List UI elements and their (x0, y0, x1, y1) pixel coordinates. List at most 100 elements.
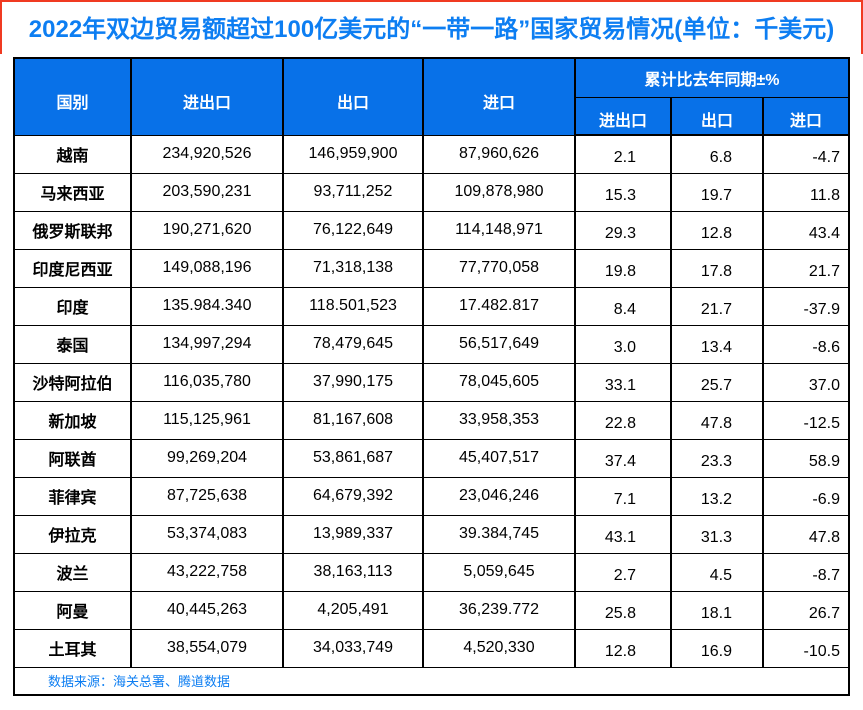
cell-import: 23,046,246 (422, 476, 576, 516)
cell-yoy-total: 33.1 (574, 362, 672, 402)
table-row: 越南 234,920,526 146,959,900 87,960,626 2.1 6.8… (13, 134, 850, 174)
cell-yoy-import: -8.6 (762, 324, 850, 364)
table-row: 阿曼 40,445,263 4,205,491 36,239.772 25.8 18.1 2… (13, 590, 850, 630)
cell-country: 土耳其 (13, 628, 132, 668)
cell-export: 38,163,113 (282, 552, 424, 592)
cell-total: 43,222,758 (130, 552, 284, 592)
cell-import: 77,770,058 (422, 248, 576, 288)
cell-total: 134,997,294 (130, 324, 284, 364)
cell-yoy-export: 19.7 (670, 172, 764, 212)
table-row: 菲律宾 87,725,638 64,679,392 23,046,246 7.1 13.2… (13, 476, 850, 516)
header-yoy-import: 进口 (762, 96, 850, 136)
cell-yoy-export: 12.8 (670, 210, 764, 250)
header-country: 国别 (13, 57, 132, 136)
cell-export: 37,990,175 (282, 362, 424, 402)
cell-yoy-total: 22.8 (574, 400, 672, 440)
cell-yoy-import: 21.7 (762, 248, 850, 288)
cell-yoy-export: 16.9 (670, 628, 764, 668)
cell-yoy-export: 18.1 (670, 590, 764, 630)
cell-yoy-total: 15.3 (574, 172, 672, 212)
cell-total: 116,035,780 (130, 362, 284, 402)
table-header: 国别 进出口 出口 进口 累计比去年同期±% 进出口 出口 进口 (13, 57, 850, 136)
cell-country: 菲律宾 (13, 476, 132, 516)
cell-export: 4,205,491 (282, 590, 424, 630)
header-total: 进出口 (130, 57, 284, 136)
cell-export: 76,122,649 (282, 210, 424, 250)
cell-country: 波兰 (13, 552, 132, 592)
cell-export: 53,861,687 (282, 438, 424, 478)
cell-yoy-import: -8.7 (762, 552, 850, 592)
red-border-right (861, 0, 863, 54)
trade-table: 国别 进出口 出口 进口 累计比去年同期±% 进出口 出口 进口 越南 234,9… (13, 57, 850, 696)
header-import: 进口 (422, 57, 576, 136)
cell-yoy-export: 23.3 (670, 438, 764, 478)
cell-export: 146,959,900 (282, 134, 424, 174)
cell-yoy-total: 29.3 (574, 210, 672, 250)
cell-export: 78,479,645 (282, 324, 424, 364)
cell-yoy-export: 47.8 (670, 400, 764, 440)
cell-yoy-import: 58.9 (762, 438, 850, 478)
cell-total: 149,088,196 (130, 248, 284, 288)
cell-total: 87,725,638 (130, 476, 284, 516)
cell-total: 234,920,526 (130, 134, 284, 174)
cell-country: 泰国 (13, 324, 132, 364)
cell-total: 99,269,204 (130, 438, 284, 478)
cell-country: 阿联酋 (13, 438, 132, 478)
cell-yoy-import: -12.5 (762, 400, 850, 440)
cell-yoy-import: -37.9 (762, 286, 850, 326)
cell-yoy-import: 11.8 (762, 172, 850, 212)
table-row: 印度 135.984.340 118.501,523 17.482.817 8.4 21.… (13, 286, 850, 326)
table-row: 波兰 43,222,758 38,163,113 5,059,645 2.7 4.5 -8.… (13, 552, 850, 592)
table-row: 土耳其 38,554,079 34,033,749 4,520,330 12.8 16.9… (13, 628, 850, 668)
cell-country: 伊拉克 (13, 514, 132, 554)
cell-import: 114,148,971 (422, 210, 576, 250)
source-note: 数据来源：海关总署、腾道数据 (13, 666, 850, 695)
cell-total: 115,125,961 (130, 400, 284, 440)
cell-import: 17.482.817 (422, 286, 576, 326)
cell-export: 34,033,749 (282, 628, 424, 668)
cell-country: 越南 (13, 134, 132, 174)
cell-import: 45,407,517 (422, 438, 576, 478)
cell-yoy-total: 8.4 (574, 286, 672, 326)
header-row-2: 进出口 出口 进口 (14, 96, 850, 136)
cell-import: 5,059,645 (422, 552, 576, 592)
cell-yoy-import: 43.4 (762, 210, 850, 250)
cell-export: 93,711,252 (282, 172, 424, 212)
table-body: 越南 234,920,526 146,959,900 87,960,626 2.1 6.8… (13, 134, 850, 668)
cell-total: 53,374,083 (130, 514, 284, 554)
cell-export: 118.501,523 (282, 286, 424, 326)
trade-table-container: 国别 进出口 出口 进口 累计比去年同期±% 进出口 出口 进口 越南 234,9… (13, 57, 850, 696)
cell-export: 81,167,608 (282, 400, 424, 440)
cell-yoy-export: 6.8 (670, 134, 764, 174)
cell-export: 71,318,138 (282, 248, 424, 288)
table-row: 俄罗斯联邦 190,271,620 76,122,649 114,148,971 29.… (13, 210, 850, 250)
cell-total: 38,554,079 (130, 628, 284, 668)
header-export: 出口 (282, 57, 424, 136)
cell-country: 印度 (13, 286, 132, 326)
cell-yoy-total: 3.0 (574, 324, 672, 364)
cell-yoy-import: 37.0 (762, 362, 850, 402)
cell-yoy-export: 4.5 (670, 552, 764, 592)
header-row-1: 国别 进出口 出口 进口 累计比去年同期±% (13, 57, 850, 136)
cell-yoy-export: 21.7 (670, 286, 764, 326)
cell-yoy-import: 47.8 (762, 514, 850, 554)
cell-import: 109,878,980 (422, 172, 576, 212)
cell-yoy-import: -6.9 (762, 476, 850, 516)
table-row: 沙特阿拉伯 116,035,780 37,990,175 78,045,605 33.1… (13, 362, 850, 402)
table-row: 泰国 134,997,294 78,479,645 56,517,649 3.0 13.4… (13, 324, 850, 364)
cell-yoy-export: 13.2 (670, 476, 764, 516)
table-row: 新加坡 115,125,961 81,167,608 33,958,353 22.8 47… (13, 400, 850, 440)
source-row: 数据来源：海关总署、腾道数据 (13, 666, 850, 695)
table-row: 马来西亚 203,590,231 93,711,252 109,878,980 15.3… (13, 172, 850, 212)
cell-import: 33,958,353 (422, 400, 576, 440)
cell-import: 39.384,745 (422, 514, 576, 554)
cell-yoy-total: 12.8 (574, 628, 672, 668)
table-row: 阿联酋 99,269,204 53,861,687 45,407,517 37.4 23.… (13, 438, 850, 478)
cell-country: 阿曼 (13, 590, 132, 630)
header-yoy-total: 进出口 (574, 96, 672, 136)
header-yoy-export: 出口 (670, 96, 764, 136)
cell-country: 新加坡 (13, 400, 132, 440)
red-border-left (0, 0, 2, 54)
cell-yoy-total: 25.8 (574, 590, 672, 630)
cell-import: 78,045,605 (422, 362, 576, 402)
